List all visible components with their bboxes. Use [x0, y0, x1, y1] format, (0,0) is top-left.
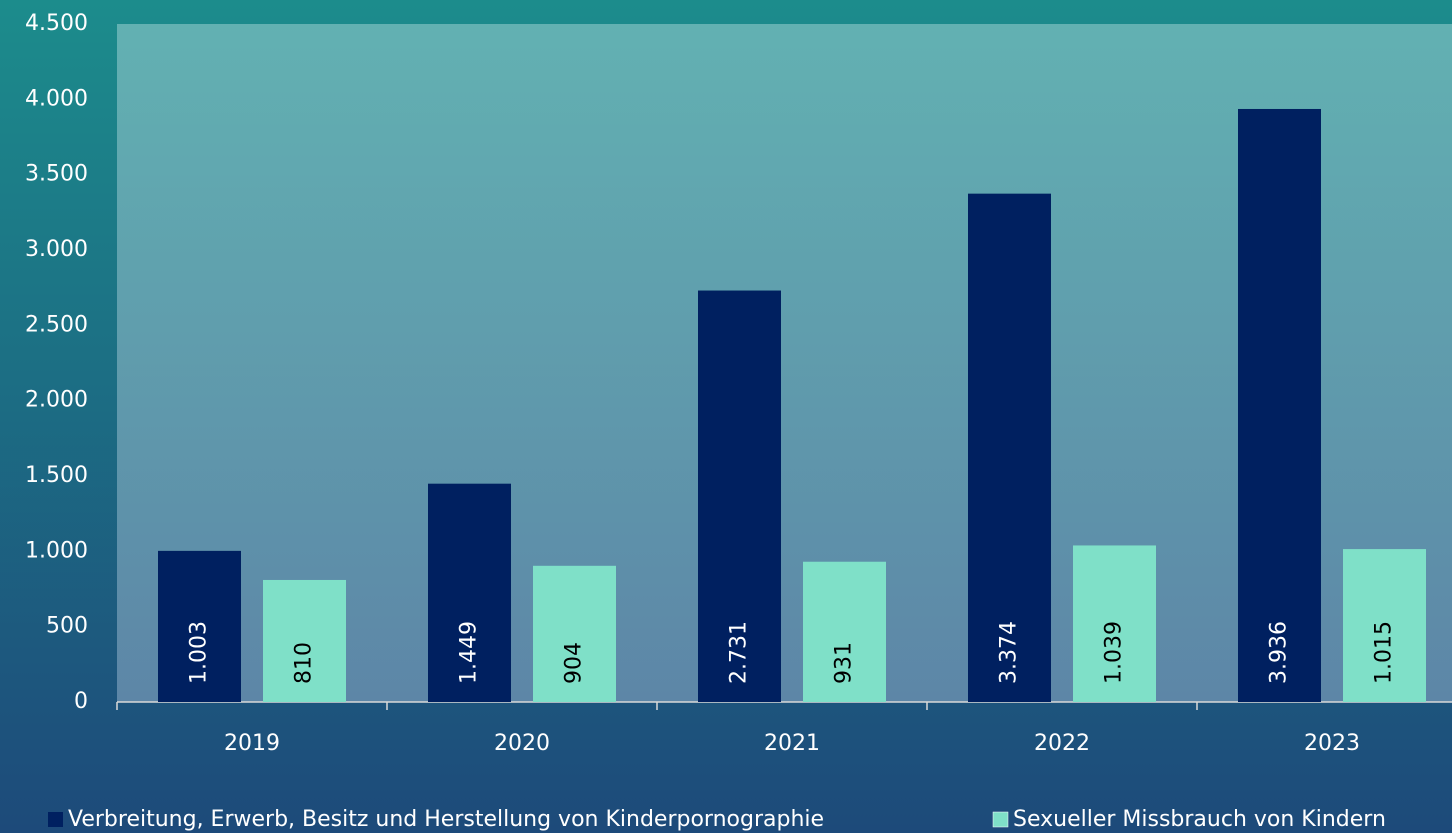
legend-label: Sexueller Missbrauch von Kindern	[1013, 807, 1386, 832]
value-label: 3.936	[1267, 621, 1292, 684]
legend-label: Verbreitung, Erwerb, Besitz und Herstell…	[68, 807, 824, 832]
y-tick-label: 500	[46, 614, 88, 639]
y-tick-label: 4.000	[25, 86, 88, 111]
x-tick-label: 2019	[224, 731, 280, 756]
bar	[263, 579, 346, 702]
y-tick-label: 2.500	[25, 312, 88, 337]
bar	[968, 193, 1051, 702]
bar	[158, 550, 241, 702]
value-label: 931	[832, 642, 857, 684]
value-label: 810	[292, 642, 317, 684]
value-label: 2.731	[727, 621, 752, 684]
x-tick-label: 2023	[1304, 731, 1360, 756]
bar	[428, 483, 511, 702]
value-label: 1.449	[457, 621, 482, 684]
legend-swatch	[48, 812, 63, 827]
x-tick-label: 2020	[494, 731, 550, 756]
y-tick-label: 2.000	[25, 388, 88, 413]
bar	[1343, 549, 1426, 702]
legend-swatch	[992, 811, 1009, 828]
y-tick-label: 1.000	[25, 538, 88, 563]
bar	[698, 290, 781, 702]
x-tick-label: 2022	[1034, 731, 1090, 756]
bar	[803, 561, 886, 702]
y-tick-label: 3.000	[25, 237, 88, 262]
y-tick-label: 3.500	[25, 162, 88, 187]
value-label: 1.003	[187, 621, 212, 684]
y-tick-label: 4.500	[25, 11, 88, 36]
value-label: 1.015	[1372, 621, 1397, 684]
value-label: 3.374	[997, 621, 1022, 684]
x-tick-label: 2021	[764, 731, 820, 756]
y-tick-label: 1.500	[25, 463, 88, 488]
bar	[1238, 108, 1321, 702]
value-label: 904	[562, 642, 587, 684]
bar	[533, 565, 616, 702]
y-tick-label: 0	[74, 689, 88, 714]
bar	[1073, 545, 1156, 702]
value-label: 1.039	[1102, 621, 1127, 684]
